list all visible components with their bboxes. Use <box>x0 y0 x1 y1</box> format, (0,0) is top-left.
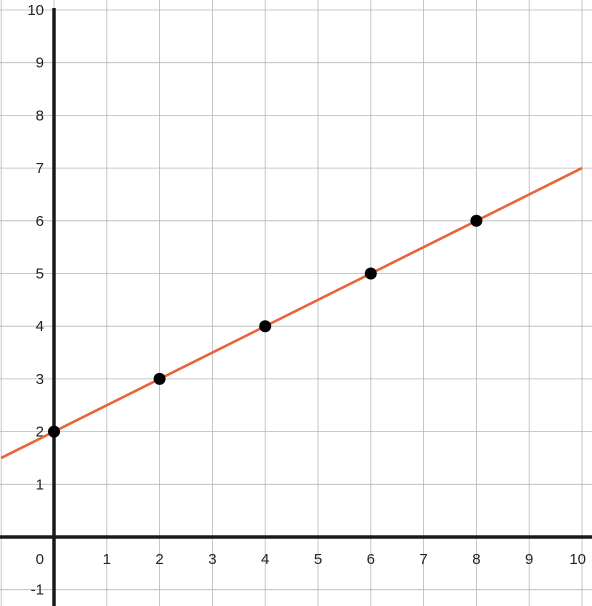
data-point <box>364 267 377 280</box>
y-tick-label: 9 <box>36 55 44 72</box>
y-tick-label: -1 <box>31 582 44 599</box>
series-line <box>0 166 583 460</box>
y-tick-label: 3 <box>36 371 44 388</box>
y-tick-label: 5 <box>36 266 44 283</box>
y-tick-label: 8 <box>36 107 44 124</box>
series <box>0 166 583 460</box>
x-tick-label: 9 <box>525 551 533 568</box>
y-tick-label: 7 <box>36 160 44 177</box>
x-tick-labels: 0 1 2 3 4 5 6 7 8 9 10 <box>36 551 586 568</box>
y-tick-label: 10 <box>27 2 44 19</box>
x-tick-label: 3 <box>208 551 216 568</box>
y-tick-label: 4 <box>36 318 44 335</box>
x-tick-label: 0 <box>36 551 44 568</box>
x-tick-label: 6 <box>367 551 375 568</box>
axes <box>0 8 592 606</box>
x-tick-label: 8 <box>472 551 480 568</box>
y-tick-labels: -1 1 2 3 4 5 6 7 8 9 10 <box>27 2 44 599</box>
data-point <box>153 372 166 385</box>
x-tick-label: 7 <box>419 551 427 568</box>
data-point <box>470 214 483 227</box>
x-tick-label: 4 <box>261 551 269 568</box>
x-tick-label: 5 <box>314 551 322 568</box>
x-tick-label: 10 <box>569 551 586 568</box>
x-tick-label: 1 <box>103 551 111 568</box>
y-tick-label: 2 <box>36 424 44 441</box>
y-tick-label: 6 <box>36 213 44 230</box>
data-point <box>259 320 272 333</box>
y-tick-label: 1 <box>36 476 44 493</box>
data-point <box>48 425 60 438</box>
x-tick-label: 2 <box>155 551 163 568</box>
